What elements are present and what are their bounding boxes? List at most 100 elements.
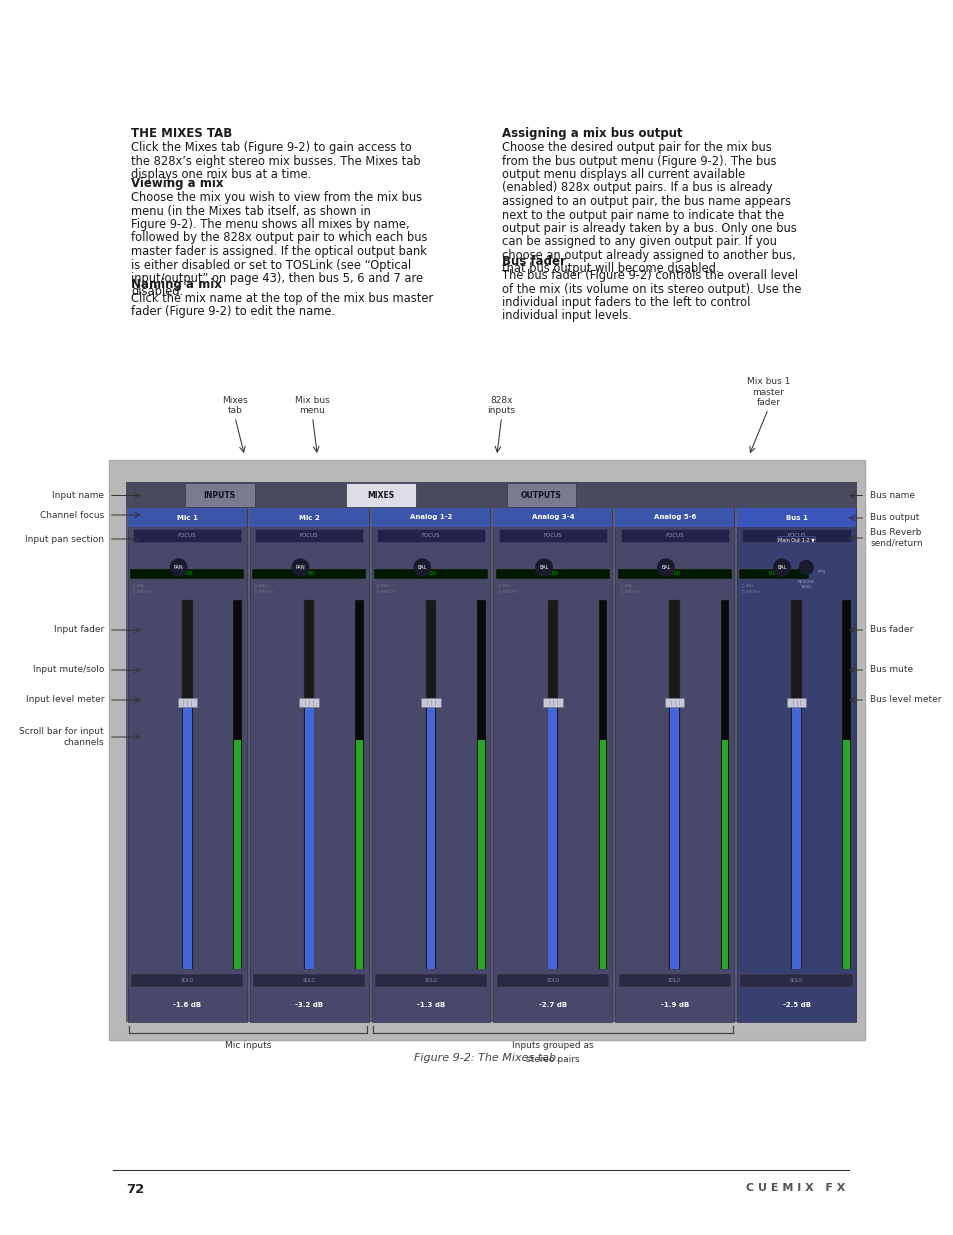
Text: Input mute/solo: Input mute/solo <box>32 666 104 674</box>
Text: Figure 9-2: The Mixes tab.: Figure 9-2: The Mixes tab. <box>414 1053 559 1063</box>
Text: Scroll bar for input
channels: Scroll bar for input channels <box>19 727 104 747</box>
Bar <box>177 698 196 706</box>
Text: MIXES: MIXES <box>367 490 394 499</box>
Text: fader (Figure 9-2) to edit the name.: fader (Figure 9-2) to edit the name. <box>132 305 335 319</box>
Bar <box>476 599 485 969</box>
Text: 0.00: 0.00 <box>669 571 679 576</box>
Text: -3.2 dB: -3.2 dB <box>294 1002 323 1008</box>
Text: OUTPUTS: OUTPUTS <box>520 490 561 499</box>
Text: next to the output pair name to indicate that the: next to the output pair name to indicate… <box>501 209 783 221</box>
Text: Analog 5-6: Analog 5-6 <box>653 515 695 520</box>
Circle shape <box>799 561 812 574</box>
Text: THE MIXES TAB: THE MIXES TAB <box>132 127 233 140</box>
Bar <box>250 508 368 1023</box>
Bar <box>841 599 850 969</box>
Bar <box>299 698 318 706</box>
Text: menu (in the Mixes tab itself, as shown in: menu (in the Mixes tab itself, as shown … <box>132 205 371 217</box>
Bar <box>133 529 241 542</box>
Text: SOLO: SOLO <box>302 978 315 983</box>
Text: FOCUS: FOCUS <box>664 534 683 538</box>
Text: Choose the mix you wish to view from the mix bus: Choose the mix you wish to view from the… <box>132 191 422 204</box>
Text: SOLO: SOLO <box>180 978 193 983</box>
Text: assigned to an output pair, the bus name appears: assigned to an output pair, the bus name… <box>501 195 790 207</box>
Text: Mix bus
menu: Mix bus menu <box>294 395 330 415</box>
Bar <box>304 703 314 969</box>
Bar <box>233 740 241 969</box>
Bar <box>250 508 368 527</box>
Text: Analog 1-2: Analog 1-2 <box>410 515 452 520</box>
Text: INPUTS: INPUTS <box>204 490 235 499</box>
Text: Inputs grouped as: Inputs grouped as <box>512 1041 593 1050</box>
Text: Bus fader: Bus fader <box>501 254 565 268</box>
Text: Input level meter: Input level meter <box>26 695 104 704</box>
Text: BAL: BAL <box>777 564 786 571</box>
Text: of the mix (its volume on its stereo output). Use the: of the mix (its volume on its stereo out… <box>501 283 801 295</box>
Text: disabled.: disabled. <box>132 285 183 299</box>
Text: Mic 2: Mic 2 <box>298 515 319 520</box>
Bar <box>126 482 857 1023</box>
Text: BAL: BAL <box>538 564 548 571</box>
Circle shape <box>773 559 789 576</box>
Text: can be assigned to any given output pair. If you: can be assigned to any given output pair… <box>501 236 776 248</box>
Text: ○ WIDTH: ○ WIDTH <box>497 589 516 594</box>
Text: ○ BAL: ○ BAL <box>375 583 389 588</box>
Bar <box>183 703 192 969</box>
Text: Bus 1: Bus 1 <box>784 515 806 520</box>
Bar <box>355 740 362 969</box>
Bar <box>790 599 801 969</box>
Text: BAL: BAL <box>660 564 670 571</box>
Text: Mix bus 1
master
fader: Mix bus 1 master fader <box>746 377 789 408</box>
Text: individual input levels.: individual input levels. <box>501 310 631 322</box>
Text: Bus mute: Bus mute <box>869 666 912 674</box>
Text: 0.00: 0.00 <box>547 571 558 576</box>
Text: ○ BAL: ○ BAL <box>497 583 510 588</box>
Text: displays one mix bus at a time.: displays one mix bus at a time. <box>132 168 311 182</box>
Text: PAN: PAN <box>173 564 183 571</box>
Text: Bus fader: Bus fader <box>869 625 912 635</box>
Text: SOLO: SOLO <box>667 978 680 983</box>
Text: Mic inputs: Mic inputs <box>225 1041 272 1050</box>
Circle shape <box>414 559 430 576</box>
Text: Viewing a mix: Viewing a mix <box>132 177 224 190</box>
Bar <box>493 508 612 1023</box>
Bar <box>791 703 801 969</box>
Text: that bus output will become disabled.: that bus output will become disabled. <box>501 263 719 275</box>
Text: 72: 72 <box>126 1183 145 1195</box>
Text: 828x
inputs: 828x inputs <box>487 395 516 415</box>
Bar <box>252 568 366 578</box>
Bar <box>498 529 606 542</box>
Text: SOLO: SOLO <box>789 978 802 983</box>
Text: individual input faders to the left to control: individual input faders to the left to c… <box>501 296 749 309</box>
Text: The bus fader (Figure 9-2) controls the overall level: The bus fader (Figure 9-2) controls the … <box>501 269 797 282</box>
Text: -1.6 dB: -1.6 dB <box>173 1002 201 1008</box>
Text: ○ BAL: ○ BAL <box>618 583 632 588</box>
Text: Input fader: Input fader <box>53 625 104 635</box>
Text: input/output” on page 43), then bus 5, 6 and 7 are: input/output” on page 43), then bus 5, 6… <box>132 272 423 285</box>
Bar <box>506 483 576 506</box>
Bar <box>598 599 607 969</box>
Text: 0.00: 0.00 <box>182 571 193 576</box>
Bar <box>737 508 855 1023</box>
Text: Choose the desired output pair for the mix bus: Choose the desired output pair for the m… <box>501 141 771 154</box>
Text: (enabled) 828x output pairs. If a bus is already: (enabled) 828x output pairs. If a bus is… <box>501 182 771 194</box>
Text: PAN: PAN <box>295 564 305 571</box>
Text: ○ BAL: ○ BAL <box>253 583 267 588</box>
Bar <box>371 508 490 1023</box>
Bar <box>131 568 244 578</box>
Text: from the bus output menu (Figure 9-2). The bus: from the bus output menu (Figure 9-2). T… <box>501 154 776 168</box>
Bar <box>497 974 608 987</box>
Text: ○ BAL: ○ BAL <box>132 583 145 588</box>
Bar <box>615 508 734 527</box>
Text: FOCUS: FOCUS <box>178 534 196 538</box>
Text: RTN: RTN <box>817 571 825 574</box>
Bar <box>185 483 254 506</box>
Bar <box>842 740 849 969</box>
Text: output pair is already taken by a bus. Only one bus: output pair is already taken by a bus. O… <box>501 222 796 235</box>
Bar <box>599 740 606 969</box>
Bar <box>618 974 730 987</box>
Bar <box>617 568 731 578</box>
Text: SOLO: SOLO <box>424 978 437 983</box>
Text: ○ WIDTH: ○ WIDTH <box>375 589 395 594</box>
Text: followed by the 828x output pair to which each bus: followed by the 828x output pair to whic… <box>132 231 427 245</box>
Bar <box>493 508 612 527</box>
